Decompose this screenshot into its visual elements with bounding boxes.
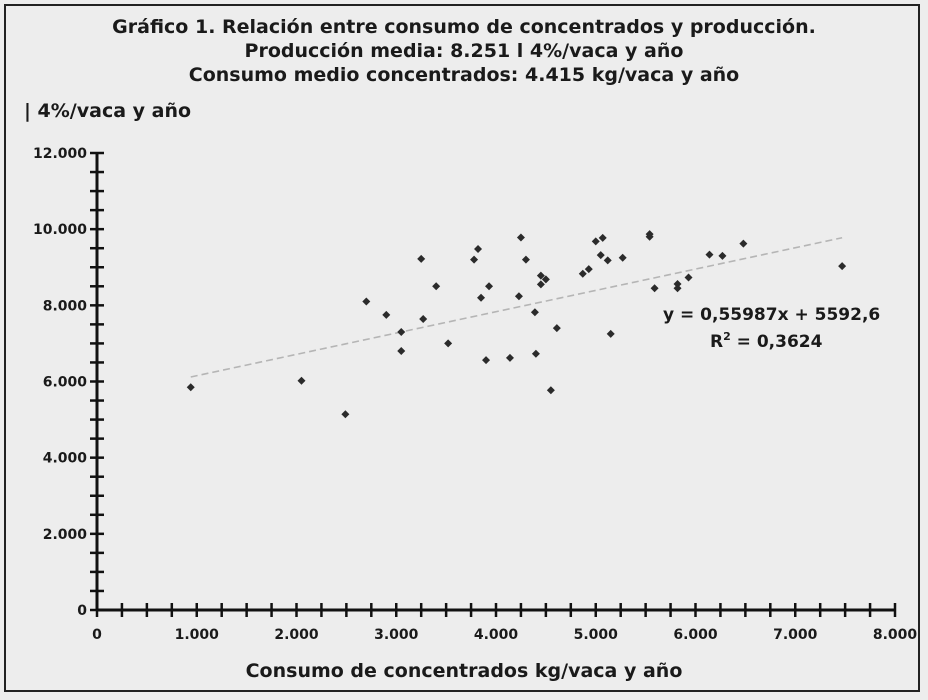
chart-frame <box>4 4 920 692</box>
data-point <box>673 280 682 289</box>
data-point <box>297 376 306 385</box>
y-tick-label: 4.000 <box>43 451 88 467</box>
data-point <box>397 327 406 336</box>
data-point <box>603 256 612 265</box>
data-point <box>521 255 530 264</box>
x-tick-label: 2.000 <box>274 627 319 643</box>
data-point <box>536 280 545 289</box>
data-point <box>838 262 847 271</box>
data-point <box>531 349 540 358</box>
data-point <box>341 410 350 419</box>
data-point <box>474 244 483 253</box>
y-tick-label: 2.000 <box>43 527 88 543</box>
data-point <box>618 253 627 262</box>
y-tick-label: 0 <box>77 603 87 619</box>
x-tick-label: 5.000 <box>574 627 619 643</box>
trendline-line <box>190 236 843 378</box>
axes: 0 2.000 4.000 6.000 8.000 10.000 12.000 0 1.000 2… <box>33 146 917 643</box>
data-point <box>552 324 561 333</box>
data-point <box>673 284 682 293</box>
data-point <box>591 237 600 246</box>
data-point <box>606 329 615 338</box>
data-point <box>432 282 441 291</box>
trendline <box>190 236 843 378</box>
data-point <box>596 251 605 260</box>
data-point <box>578 269 587 278</box>
data-point <box>516 233 525 242</box>
data-point <box>419 315 428 324</box>
x-tick-label: 1.000 <box>175 627 220 643</box>
data-points <box>186 230 847 419</box>
data-point <box>541 275 550 284</box>
data-point <box>546 386 555 395</box>
y-tick-label: 8.000 <box>43 298 88 314</box>
data-point <box>482 356 491 365</box>
data-point <box>444 339 453 348</box>
data-point <box>536 271 545 280</box>
r-squared-label: R2 = 0,3624 <box>710 330 823 352</box>
data-point <box>739 239 748 248</box>
data-point <box>718 251 727 260</box>
y-tick-label: 6.000 <box>43 375 88 391</box>
y-tick-label: 12.000 <box>33 146 87 162</box>
x-tick-label: 7.000 <box>773 627 818 643</box>
data-point <box>397 347 406 356</box>
data-point <box>417 254 426 263</box>
x-tick-label: 8.000 <box>873 627 918 643</box>
data-point <box>584 265 593 274</box>
y-axis-label: | 4%/vaca y año <box>24 100 192 122</box>
data-point <box>530 308 539 317</box>
data-point <box>598 233 607 242</box>
x-tick-label: 6.000 <box>673 627 718 643</box>
x-axis-label: Consumo de concentrados kg/vaca y año <box>245 660 683 682</box>
chart-title-line-3: Consumo medio concentrados: 4.415 kg/vac… <box>188 64 740 86</box>
data-point <box>477 293 486 302</box>
data-point <box>362 297 371 306</box>
x-tick-label: 4.000 <box>474 627 519 643</box>
chart-title-line-1: Gráfico 1. Relación entre consumo de con… <box>112 16 816 38</box>
data-point <box>514 292 523 301</box>
data-point <box>485 282 494 291</box>
data-point <box>505 353 514 362</box>
data-point <box>650 284 659 293</box>
data-point <box>684 273 693 282</box>
data-point <box>382 310 391 319</box>
data-point <box>186 383 195 392</box>
data-point <box>705 250 714 259</box>
chart-title-line-2: Producción media: 8.251 l 4%/vaca y año <box>244 40 684 62</box>
x-tick-label: 3.000 <box>374 627 419 643</box>
data-point <box>645 232 654 241</box>
data-point <box>470 255 479 264</box>
y-tick-label: 10.000 <box>33 222 87 238</box>
trendline-equation: y = 0,55987x + 5592,6 <box>663 305 880 325</box>
x-tick-label: 0 <box>92 627 102 643</box>
